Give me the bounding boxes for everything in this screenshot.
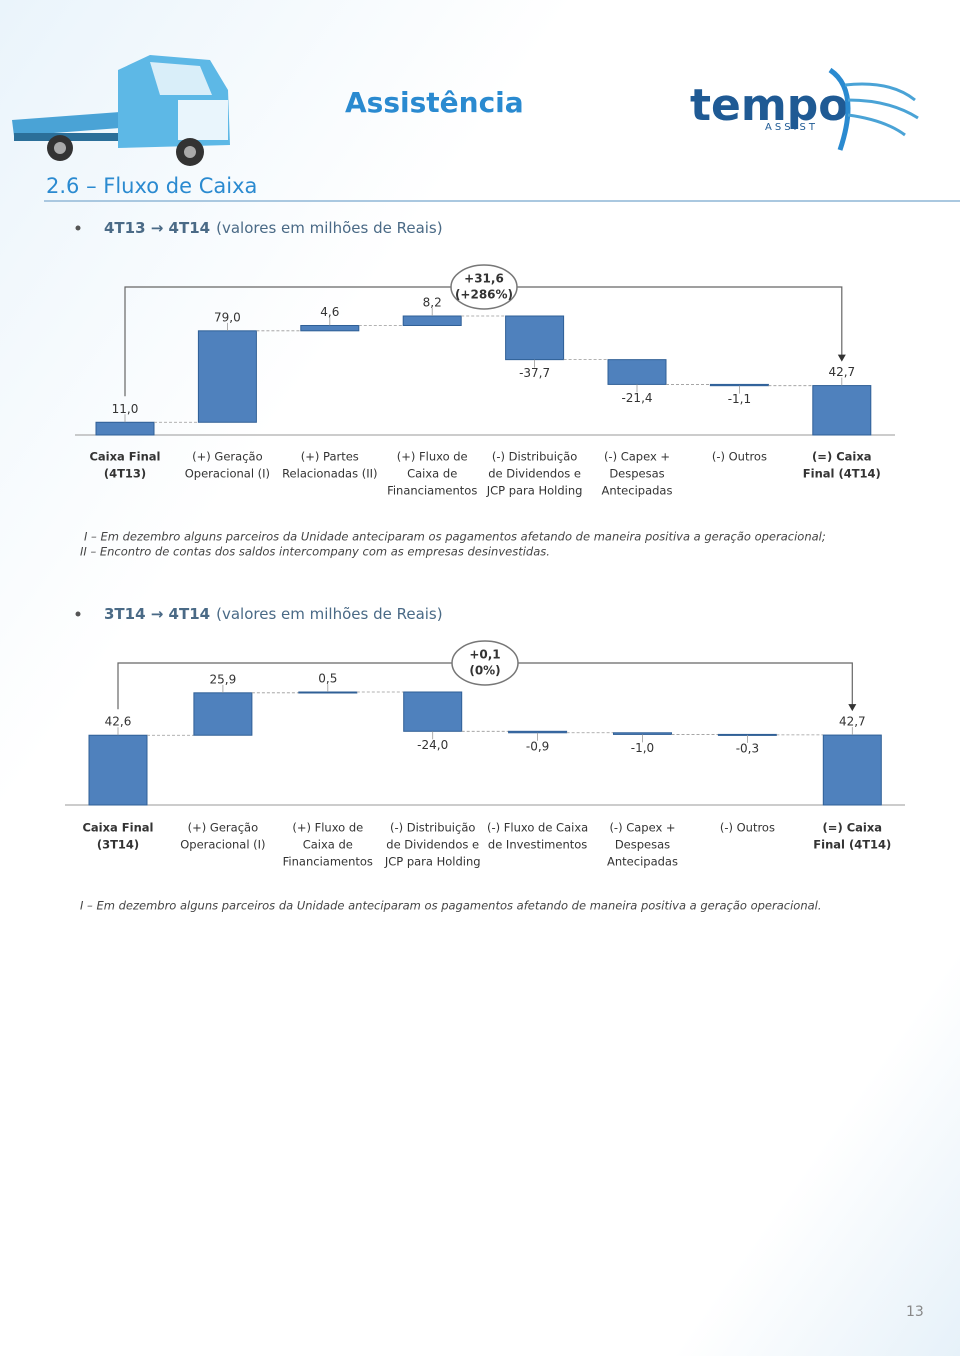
page-number: 13 bbox=[906, 1304, 924, 1320]
category-label: (3T14) bbox=[97, 838, 139, 852]
category-label: JCP para Holding bbox=[384, 855, 481, 869]
value-label: -37,7 bbox=[519, 366, 550, 380]
annotation-text: +31,6 bbox=[464, 272, 504, 286]
category-label: (4T13) bbox=[104, 467, 146, 481]
value-label: 11,0 bbox=[112, 402, 139, 416]
value-label: 79,0 bbox=[214, 310, 241, 324]
category-label: Caixa Final bbox=[82, 821, 153, 835]
category-label: (-) Distribuição bbox=[492, 450, 577, 464]
annotation-text: (0%) bbox=[469, 664, 500, 678]
category-label: (-) Outros bbox=[712, 450, 767, 464]
bar bbox=[193, 692, 253, 736]
category-label: (+) Partes bbox=[301, 450, 359, 464]
bracket-arrow bbox=[837, 354, 846, 362]
value-label: -0,9 bbox=[526, 739, 549, 753]
bullet-bold: 3T14 → 4T14 bbox=[104, 605, 210, 623]
category-label: Caixa de bbox=[407, 467, 457, 481]
category-label: (-) Distribuição bbox=[390, 821, 475, 835]
value-label: -21,4 bbox=[621, 391, 652, 405]
bar bbox=[508, 730, 568, 734]
value-label: 0,5 bbox=[318, 672, 337, 686]
value-label: 25,9 bbox=[210, 672, 237, 686]
category-label: (+) Fluxo de bbox=[292, 821, 363, 835]
truck-image bbox=[12, 55, 230, 166]
bullet-bold: 4T13 → 4T14 bbox=[104, 219, 210, 237]
category-label: (+) Geração bbox=[188, 821, 258, 835]
category-label: (=) Caixa bbox=[812, 450, 871, 464]
value-label: 42,6 bbox=[105, 715, 132, 729]
logo-text: tempo bbox=[690, 80, 848, 131]
category-label: de Dividendos e bbox=[386, 838, 479, 852]
bullet-rest: (valores em milhões de Reais) bbox=[216, 219, 443, 237]
footnote: II – Encontro de contas dos saldos inter… bbox=[80, 545, 550, 559]
annotation-bubble bbox=[450, 264, 518, 310]
category-label: Financiamentos bbox=[283, 855, 373, 869]
category-label: Operacional (I) bbox=[185, 467, 270, 481]
category-label: de Investimentos bbox=[488, 838, 587, 852]
category-label: Final (4T14) bbox=[803, 467, 881, 481]
category-label: JCP para Holding bbox=[486, 484, 583, 498]
value-label: -24,0 bbox=[417, 738, 448, 752]
category-label: (-) Capex + bbox=[609, 821, 675, 835]
bar bbox=[812, 385, 872, 436]
category-label: (-) Outros bbox=[720, 821, 775, 835]
annotation-text: (+286%) bbox=[455, 288, 513, 302]
value-label: -1,1 bbox=[728, 392, 751, 406]
bar bbox=[197, 330, 257, 423]
section-title: 2.6 – Fluxo de Caixa bbox=[46, 174, 257, 198]
bar bbox=[402, 315, 462, 326]
page-title: Assistência bbox=[345, 86, 524, 119]
category-label: (=) Caixa bbox=[823, 821, 882, 835]
bullet-text: 4T13 → 4T14 (valores em milhões de Reais) bbox=[104, 219, 443, 237]
category-label: Financiamentos bbox=[387, 484, 477, 498]
value-label: -1,0 bbox=[631, 741, 654, 755]
category-label: Relacionadas (II) bbox=[282, 467, 377, 481]
value-label: 42,7 bbox=[839, 715, 866, 729]
logo-subtext: ASSIST bbox=[765, 122, 818, 133]
category-label: Despesas bbox=[615, 838, 670, 852]
bar bbox=[95, 421, 155, 436]
category-label: (-) Capex + bbox=[604, 450, 670, 464]
value-label: 4,6 bbox=[320, 305, 339, 319]
category-label: Caixa Final bbox=[89, 450, 160, 464]
value-label: -0,3 bbox=[736, 741, 759, 755]
category-label: de Dividendos e bbox=[488, 467, 581, 481]
category-label: Antecipadas bbox=[602, 484, 673, 498]
category-label: (+) Geração bbox=[192, 450, 262, 464]
category-label: (-) Fluxo de Caixa bbox=[487, 821, 588, 835]
bullet-dot bbox=[75, 225, 81, 231]
footnote: I – Em dezembro alguns parceiros da Unid… bbox=[80, 899, 822, 913]
annotation-text: +0,1 bbox=[469, 648, 500, 662]
value-label: 8,2 bbox=[423, 296, 442, 310]
category-label: Despesas bbox=[609, 467, 664, 481]
bullet-dot bbox=[75, 611, 81, 617]
bar bbox=[822, 734, 882, 806]
bullet-rest: (valores em milhões de Reais) bbox=[216, 605, 443, 623]
category-label: Antecipadas bbox=[607, 855, 678, 869]
bar bbox=[403, 691, 463, 732]
value-label: 42,7 bbox=[828, 365, 855, 379]
annotation-bubble bbox=[451, 640, 519, 686]
bar bbox=[505, 315, 565, 361]
bar bbox=[607, 359, 667, 385]
bar bbox=[613, 732, 672, 735]
bar bbox=[88, 734, 148, 806]
footnote: I – Em dezembro alguns parceiros da Unid… bbox=[84, 530, 826, 544]
category-label: Final (4T14) bbox=[813, 838, 891, 852]
bar bbox=[709, 383, 769, 387]
bar bbox=[300, 324, 360, 332]
category-label: (+) Fluxo de bbox=[397, 450, 468, 464]
category-label: Caixa de bbox=[303, 838, 353, 852]
bullet-text: 3T14 → 4T14 (valores em milhões de Reais) bbox=[104, 605, 443, 623]
logo: tempo ASSIST bbox=[690, 67, 919, 151]
bar bbox=[298, 691, 358, 694]
category-label: Operacional (I) bbox=[180, 838, 265, 852]
bracket-arrow bbox=[848, 704, 857, 712]
